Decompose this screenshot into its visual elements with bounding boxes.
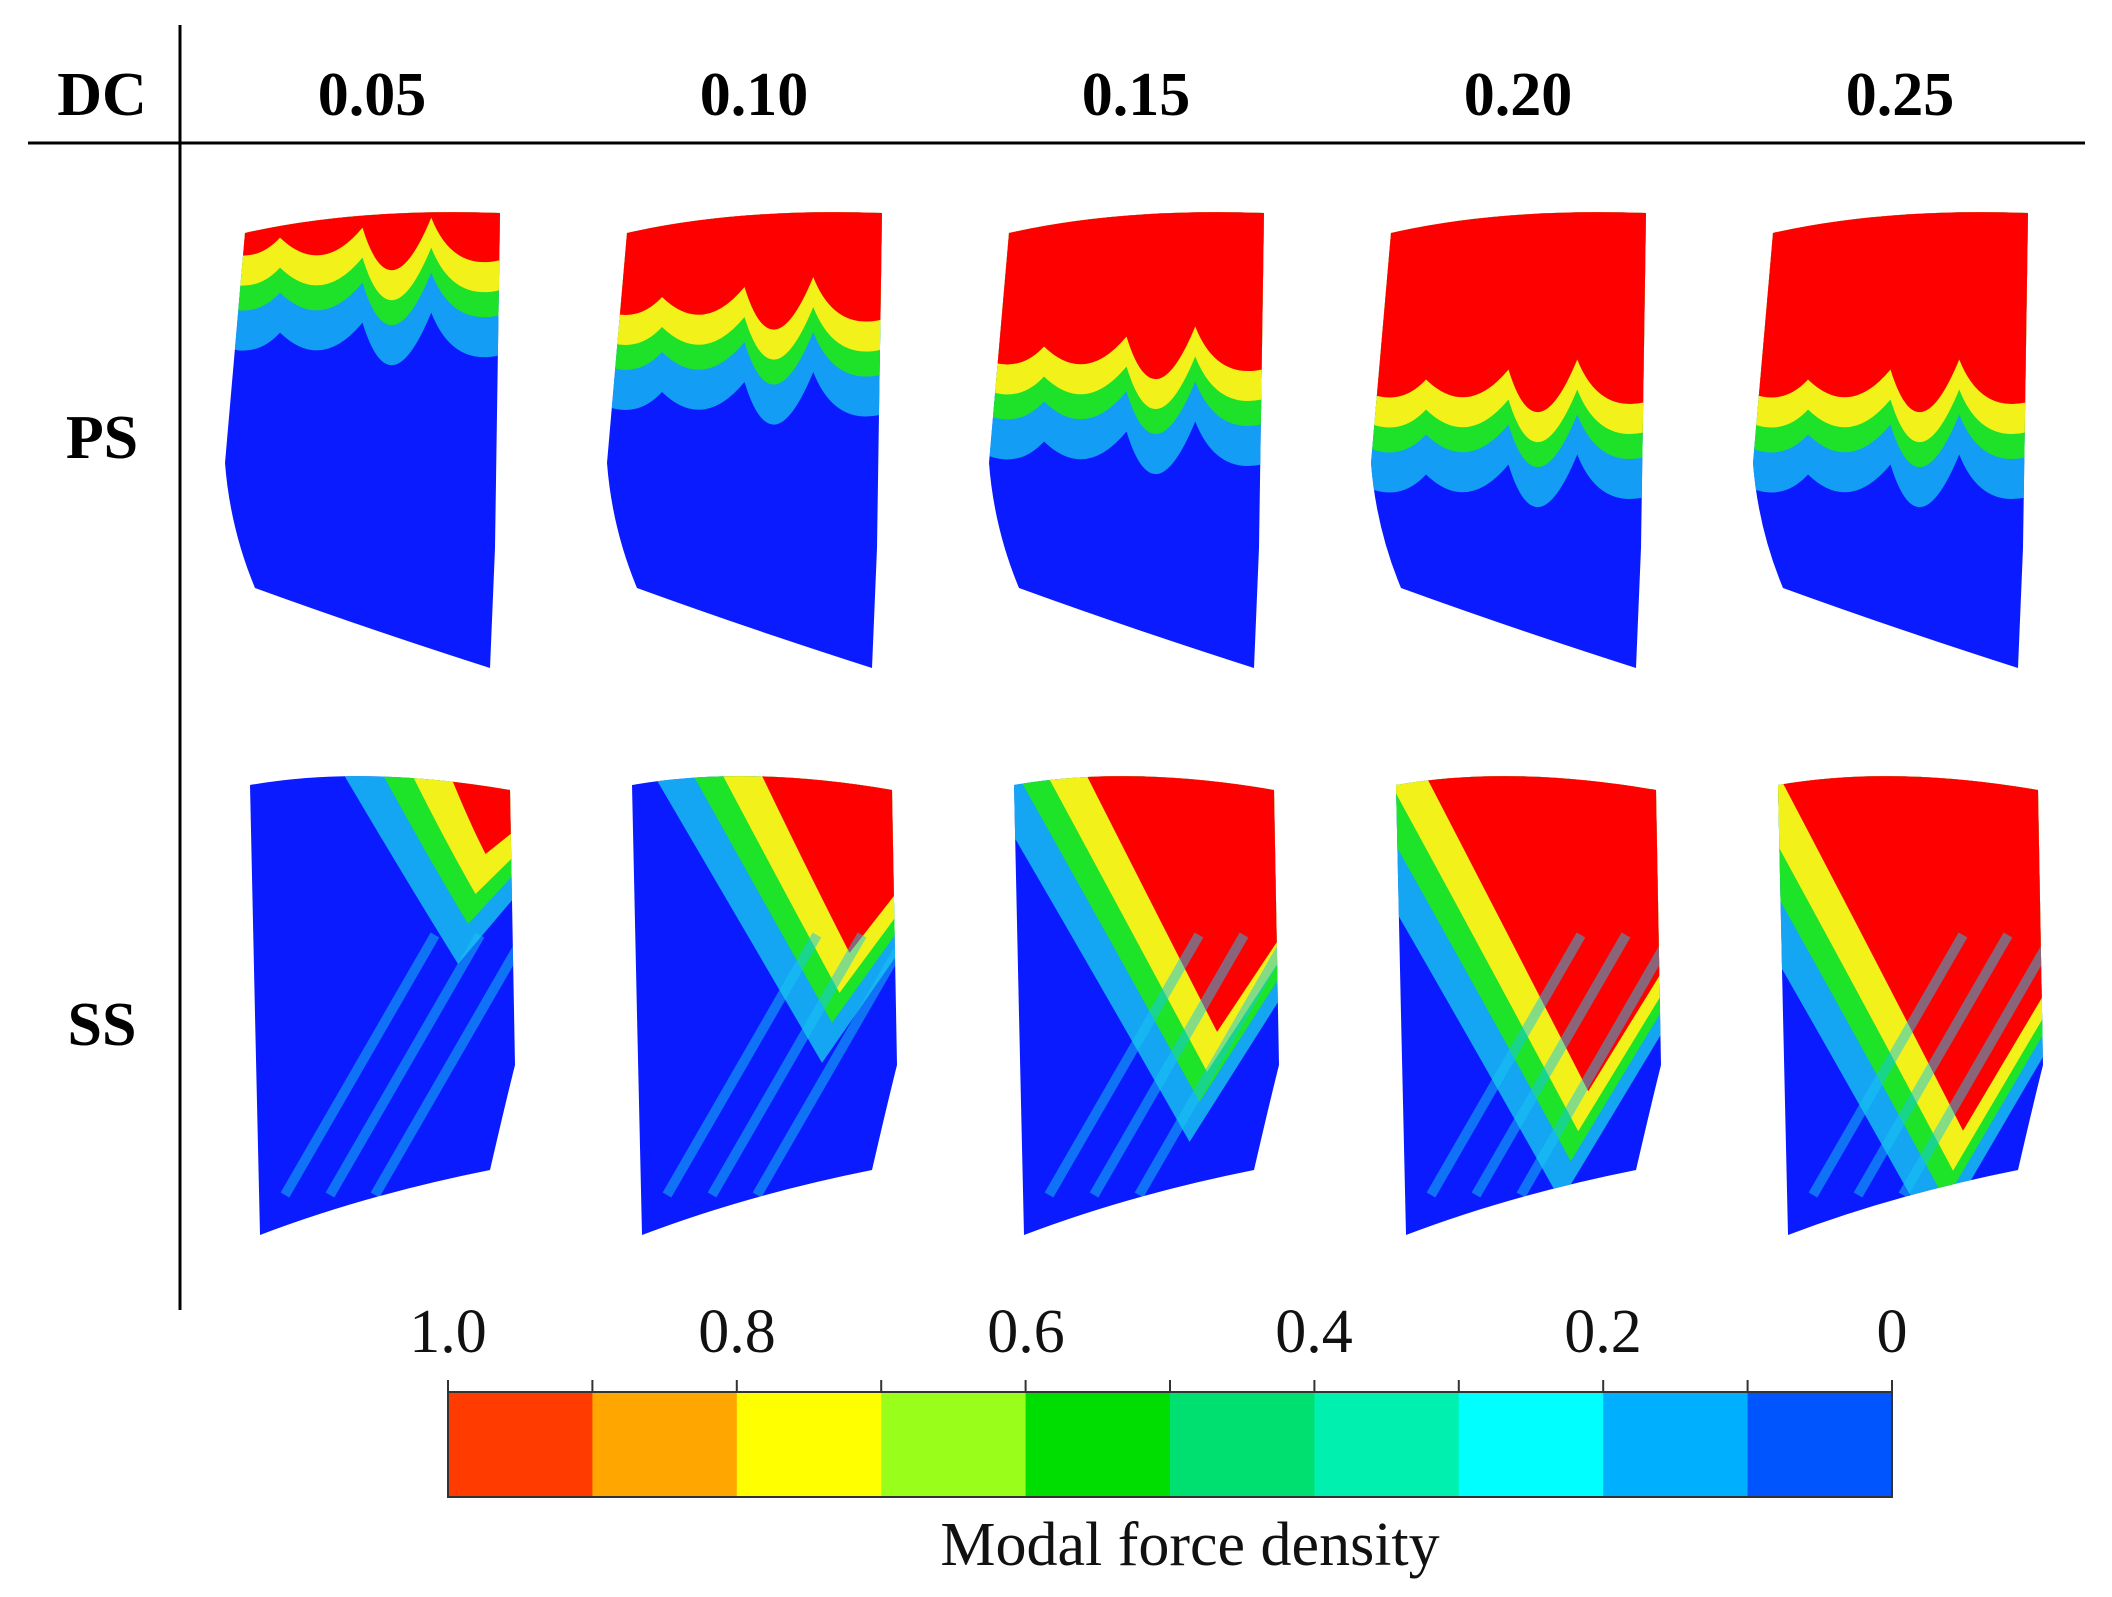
field-band (1415, 776, 1661, 1092)
colorbar-tick-2: 0.8 (698, 1298, 776, 1366)
ss-blade-dc-2 (632, 776, 897, 1235)
row-label-ss: SS (68, 991, 137, 1059)
ps-blade-dc-2 (607, 212, 882, 668)
field-band (1371, 212, 1646, 413)
field-streak (1808, 932, 1968, 1198)
field-band (1778, 776, 2043, 1131)
field-streak (1044, 932, 1204, 1198)
ss-blade-dc-3 (1014, 776, 1279, 1235)
colorbar-segment (1603, 1392, 1749, 1497)
field-streak (1853, 932, 2013, 1198)
field-streak (325, 932, 485, 1198)
ss-blade-dc-1 (250, 776, 515, 1235)
field-band (1076, 776, 1279, 1032)
field-streak (752, 932, 897, 1198)
colorbar-segment (736, 1392, 882, 1497)
colorbar-segment (1025, 1392, 1171, 1497)
field-band (752, 776, 897, 953)
colorbar-segment (1458, 1392, 1604, 1497)
colorbar-tick-3: 0.6 (987, 1298, 1065, 1366)
ps-blade-dc-1 (225, 212, 500, 668)
field-streak (707, 932, 867, 1198)
column-header-4: 0.20 (1464, 61, 1573, 129)
column-header-5: 0.25 (1846, 61, 1955, 129)
field-band (989, 212, 1264, 380)
field-streak (1426, 932, 1586, 1198)
field-streak (1134, 932, 1279, 1198)
colorbar-label: Modal force density (940, 1511, 1439, 1579)
column-header-3: 0.15 (1082, 61, 1191, 129)
ps-blade-dc-4 (1371, 212, 1646, 668)
field-streak (370, 932, 515, 1198)
colorbar-tick-1: 1.0 (409, 1298, 487, 1366)
ss-blade-dc-5 (1778, 776, 2043, 1235)
ss-blade-dc-4 (1396, 776, 1661, 1235)
colorbar-segment (448, 1392, 593, 1497)
field-band (225, 212, 500, 271)
dc-header: DC (57, 61, 147, 129)
field-band (607, 212, 882, 330)
column-header-1: 0.05 (318, 61, 427, 129)
colorbar (447, 1380, 1893, 1498)
column-header-2: 0.10 (700, 61, 809, 129)
field-streak (1471, 932, 1631, 1198)
blade-grid (225, 212, 2043, 1235)
ps-blade-dc-3 (989, 212, 1264, 668)
field-streak (1898, 932, 2043, 1198)
field-streak (1089, 932, 1249, 1198)
ps-blade-dc-5 (1753, 212, 2028, 668)
colorbar-segment (881, 1392, 1027, 1497)
row-label-ps: PS (66, 404, 138, 472)
colorbar-segment (592, 1392, 738, 1497)
colorbar-tick-6: 0 (1877, 1298, 1908, 1366)
field-streak (1516, 932, 1661, 1198)
colorbar-tick-4: 0.4 (1275, 1298, 1353, 1366)
field-band (1753, 212, 2028, 413)
field-streak (662, 932, 822, 1198)
colorbar-segment (1747, 1392, 1893, 1497)
colorbar-segment (1170, 1392, 1315, 1497)
field-streak (280, 932, 440, 1198)
colorbar-tick-5: 0.2 (1564, 1298, 1642, 1366)
colorbar-segment (1314, 1392, 1460, 1497)
